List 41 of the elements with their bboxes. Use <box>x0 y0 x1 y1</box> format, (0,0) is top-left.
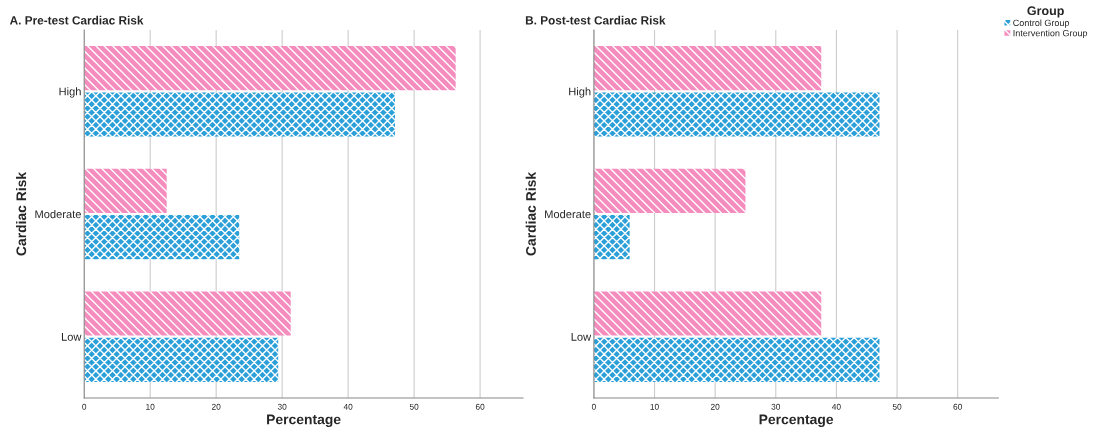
x-tick-label: 10 <box>650 403 659 410</box>
bar <box>84 92 395 137</box>
bar <box>84 291 291 336</box>
bar <box>593 291 822 336</box>
y-axis-title: Cardiac Risk <box>525 171 536 256</box>
bar <box>84 168 167 213</box>
chart-title: A. Pre-test Cardiac Risk <box>9 15 144 25</box>
x-tick-label: 10 <box>146 403 155 410</box>
y-tick-label: Moderate <box>545 209 591 219</box>
y-tick-label: Low <box>61 333 82 341</box>
bar <box>84 215 240 260</box>
bar <box>593 215 630 260</box>
x-tick-label: 50 <box>892 403 902 410</box>
y-tick-label: Moderate <box>35 209 81 219</box>
x-tick-label: 60 <box>475 403 485 410</box>
chart-title: B. Post-test Cardiac Risk <box>525 15 666 25</box>
bar <box>593 337 880 382</box>
bar <box>84 46 456 91</box>
bar <box>593 92 880 137</box>
x-axis-title: Percentage <box>759 414 834 428</box>
y-tick-label: High <box>569 87 591 98</box>
x-tick-label: 40 <box>831 403 841 410</box>
x-axis-title: Percentage <box>267 414 341 428</box>
bar <box>593 46 822 91</box>
legend-title: Group <box>1027 6 1064 18</box>
y-tick-label: High <box>59 87 81 98</box>
legend-label: Control Group <box>1013 19 1070 28</box>
x-tick-label: 0 <box>591 403 596 410</box>
x-tick-label: 40 <box>343 403 353 410</box>
bar <box>593 168 746 213</box>
legend-label: Intervention Group <box>1013 29 1088 39</box>
y-tick-label: Low <box>571 333 592 341</box>
x-tick-label: 20 <box>211 403 221 410</box>
x-tick-label: 20 <box>710 403 720 410</box>
x-tick-label: 50 <box>409 403 419 410</box>
x-tick-label: 30 <box>771 403 781 410</box>
x-tick-label: 60 <box>953 403 962 410</box>
x-tick-label: 30 <box>277 403 287 410</box>
x-tick-label: 0 <box>82 403 87 410</box>
y-axis-title: Cardiac Risk <box>15 171 27 256</box>
bar <box>84 337 279 382</box>
